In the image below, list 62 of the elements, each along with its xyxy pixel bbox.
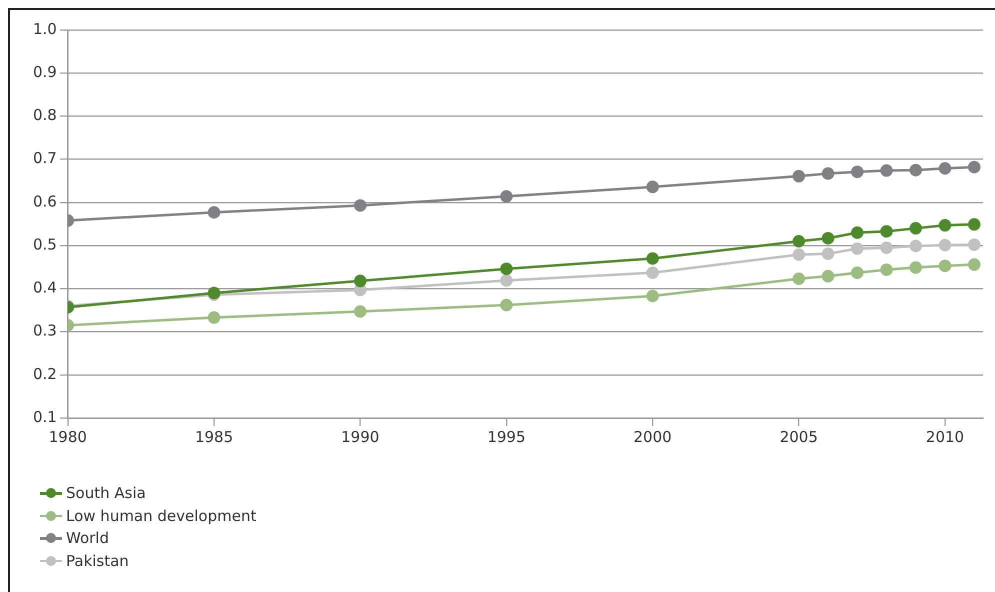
point xyxy=(792,170,806,182)
x-tick-label: 2000 xyxy=(634,428,672,446)
point xyxy=(968,160,980,174)
point xyxy=(968,238,980,251)
point xyxy=(208,206,220,219)
y-tick-label: 0.3 xyxy=(32,322,57,340)
x-tick-label: 2010 xyxy=(926,428,964,446)
y-tick-label: 0.6 xyxy=(32,192,57,210)
legend-label: South Asia xyxy=(66,483,146,504)
point xyxy=(792,272,806,285)
point xyxy=(500,274,513,287)
point xyxy=(500,298,513,312)
y-tick-label: 1.0 xyxy=(32,20,57,38)
point xyxy=(354,305,366,318)
point xyxy=(851,242,864,255)
x-tick-label: 1980 xyxy=(48,428,87,446)
point xyxy=(646,266,659,279)
point xyxy=(910,261,922,274)
y-tick-label: 0.9 xyxy=(32,63,57,81)
point xyxy=(851,166,864,178)
legend-label: World xyxy=(66,528,109,549)
point xyxy=(792,234,806,248)
point xyxy=(938,238,952,252)
legend-label: Low human development xyxy=(66,506,256,526)
point xyxy=(938,219,952,232)
y-tick-label: 0.4 xyxy=(32,278,57,297)
point xyxy=(910,240,922,252)
point xyxy=(880,263,893,276)
point xyxy=(968,258,980,271)
point xyxy=(822,270,834,282)
point xyxy=(910,222,922,235)
y-tick-label: 0.2 xyxy=(32,364,57,383)
point xyxy=(792,248,806,261)
point xyxy=(646,290,659,302)
x-tick-label: 2005 xyxy=(780,428,818,446)
point xyxy=(354,199,366,212)
point xyxy=(354,274,366,288)
point xyxy=(851,266,864,279)
point xyxy=(910,164,922,176)
point xyxy=(968,218,980,231)
point xyxy=(851,226,864,239)
point xyxy=(500,262,513,276)
point xyxy=(880,241,893,254)
point xyxy=(646,180,659,194)
point xyxy=(646,252,659,265)
y-tick-label: 0.8 xyxy=(32,106,57,124)
point xyxy=(822,167,834,180)
point xyxy=(822,232,834,244)
point xyxy=(938,162,952,175)
legend-label: Pakistan xyxy=(66,550,129,572)
y-tick-label: 0.1 xyxy=(32,408,57,426)
point xyxy=(208,311,220,324)
point xyxy=(880,225,893,238)
x-tick-label: 1985 xyxy=(194,428,234,446)
y-tick-label: 0.5 xyxy=(32,235,57,254)
x-tick-label: 1990 xyxy=(341,428,380,446)
point xyxy=(500,190,513,203)
point xyxy=(822,247,834,260)
x-tick-label: 1995 xyxy=(487,428,526,446)
point xyxy=(880,164,893,177)
point xyxy=(938,260,952,272)
y-tick-label: 0.7 xyxy=(32,149,57,168)
